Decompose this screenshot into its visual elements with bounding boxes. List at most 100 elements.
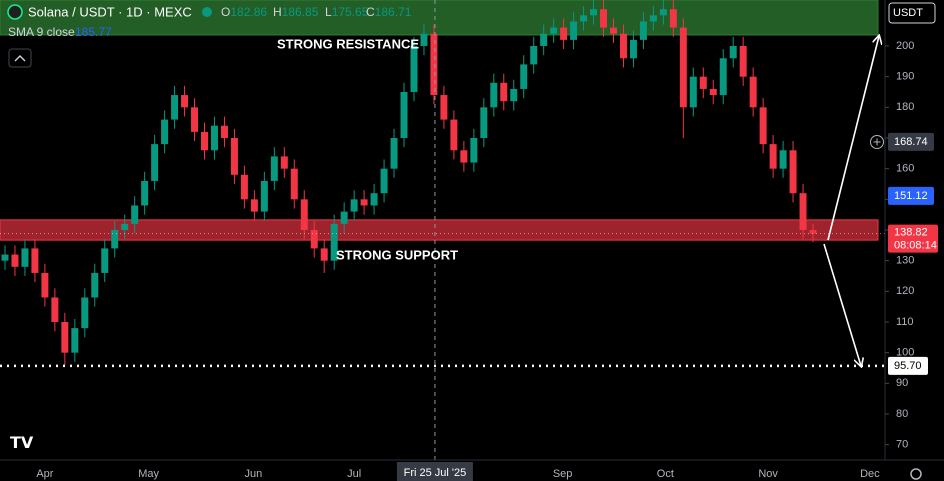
candle-body [610,27,617,34]
sma-price-bg [888,186,934,205]
y-tick-label: 200 [896,40,914,52]
candle-body [330,223,338,261]
x-tick-label: Jun [245,468,263,480]
candle-body [81,297,89,329]
currency[interactable]: USDT [893,7,923,19]
y-tick-label: 80 [896,408,908,420]
x-tick-label: Apr [36,468,53,480]
candle-body [420,33,428,46]
ohlc-value: 175.65 [332,5,369,19]
crosshair-price-bg [888,132,934,151]
candle-body [410,46,418,92]
candle-body [230,138,238,175]
candle-body [749,76,757,108]
candle-body [61,322,69,353]
candle-body [540,33,548,46]
tv-logo[interactable]: 𝗧𝗩 [10,435,34,452]
sma-price: 151.12 [894,190,928,202]
candle-body [1,254,9,261]
annotation: STRONG RESISTANCE [277,36,419,51]
candle-body [580,15,588,22]
crosshair-x-label-bg [396,462,473,481]
candle-body [739,46,747,77]
status-dot [202,7,212,17]
y-tick-label: 160 [896,163,914,175]
candle-body [181,95,189,108]
ohlc-label: L [325,5,332,19]
candle-body [590,9,598,16]
candle-body [709,88,717,96]
candle-body [480,107,488,138]
indicator-value: 185.77 [75,25,112,39]
candle-body [340,211,348,224]
x-tick-label: May [138,468,159,480]
indicator[interactable]: SMA 9 close [8,25,75,39]
arrow-down [823,243,861,366]
y-tick-label: 110 [896,316,914,328]
candle-body [91,272,99,298]
candle-body [260,180,268,212]
candle-body [41,272,49,298]
y-tick-label: 100 [896,347,914,359]
ohlc-value: 182.86 [230,5,267,19]
countdown: 08:08:14 [894,240,937,252]
candle-body [809,230,817,234]
y-tick-label: 90 [896,377,908,389]
candle-body [390,138,398,169]
y-tick-label: 120 [896,285,914,297]
candle-body [151,144,159,181]
candle-body [550,27,558,34]
add-icon [873,138,881,146]
candle-body [240,174,248,200]
candle-body [759,107,767,145]
candle-body [250,199,258,212]
candle-body [639,21,647,40]
candle-body [71,328,79,353]
ohlc-value: 186.85 [282,5,319,19]
symbol[interactable]: Solana / USDT · 1D · MEXC [28,4,192,19]
candle-body [490,82,498,108]
currency-button[interactable] [888,2,936,24]
candle-body [619,33,627,59]
candle-body [220,125,228,138]
candle-body [500,82,508,102]
x-tick-label: Dec [860,468,880,480]
candle-body [769,144,777,169]
zones [0,0,879,241]
candle-body [290,168,298,200]
candle-body [789,150,797,194]
candle-body [121,223,129,230]
candle-body [141,180,149,206]
y-tick-label: 180 [896,101,914,113]
ohlc-label: C [366,5,375,19]
level-label-bg [888,356,928,375]
candle-body [629,39,637,59]
candle-body [310,230,318,249]
candle-body [280,156,288,169]
candle-body [520,64,528,89]
candle-body [799,193,807,230]
y-tick-label: 190 [896,71,914,83]
crosshair-price: 168.74 [894,136,928,148]
candle-body [370,193,378,206]
candle-body [699,76,707,89]
candle-body [679,27,687,108]
candle-body [470,138,478,163]
candle-body [131,205,139,224]
symbol-logo [7,4,23,20]
x-tick-label: Oct [657,468,674,480]
candle-body [649,15,657,22]
last-price-bg [888,224,938,253]
candle-body [300,199,308,230]
y-tick-label: 70 [896,439,908,451]
candle-body [450,119,458,151]
ohlc-label: H [273,5,282,19]
candle-body [430,33,438,96]
zone [0,0,879,36]
candle-body [570,21,578,40]
candles [1,0,817,365]
collapse-button[interactable] [8,48,32,68]
add-icon[interactable] [870,135,884,149]
candle-body [171,95,179,120]
settings-icon[interactable] [910,468,922,480]
